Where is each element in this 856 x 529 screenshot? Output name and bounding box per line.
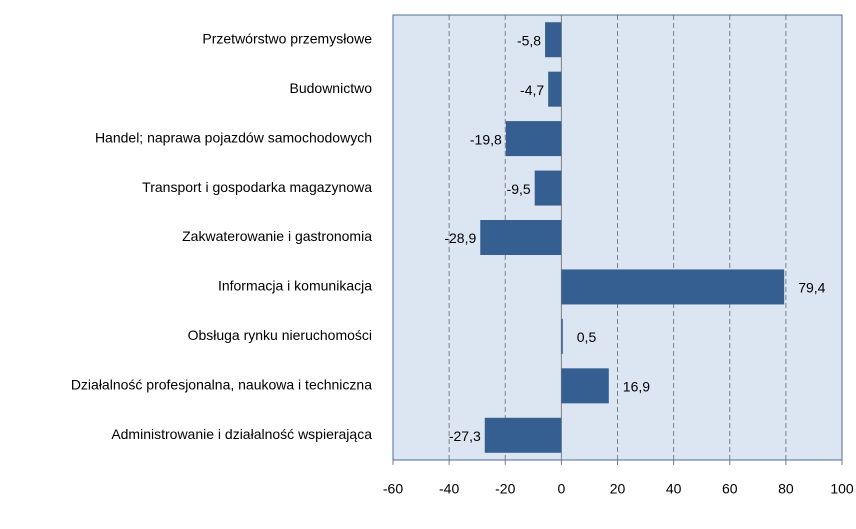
y-tick-label: Administrowanie i działalność wspierając…: [111, 426, 372, 442]
x-tick-label: 60: [722, 481, 738, 497]
bar: [561, 318, 563, 354]
data-label: -5,8: [517, 32, 541, 48]
y-tick-label: Transport i gospodarka magazynowa: [142, 179, 372, 195]
x-tick-label: -40: [439, 481, 459, 497]
bar: [548, 71, 562, 107]
y-tick-label: Informacja i komunikacja: [218, 278, 372, 294]
bar: [480, 220, 562, 255]
bar: [484, 417, 562, 453]
plot-border: [392, 14, 843, 461]
x-tick-label: 100: [830, 481, 854, 497]
y-tick-label: Budownictwo: [290, 80, 373, 96]
y-tick-label: Handel; naprawa pojazdów samochodowych: [95, 129, 372, 145]
x-tick-label: 20: [610, 481, 626, 497]
x-tick-label: -60: [383, 481, 403, 497]
x-tick-label: 80: [778, 481, 794, 497]
y-tick-label: Zakwaterowanie i gastronomia: [182, 228, 372, 244]
bar: [505, 121, 562, 157]
bar: [545, 22, 562, 58]
data-label: 79,4: [798, 280, 825, 296]
y-tick-label: Działalność profesjonalna, naukowa i tec…: [71, 377, 372, 393]
x-tick-label: -20: [495, 481, 515, 497]
y-tick-label: Obsługa rynku nieruchomości: [188, 327, 372, 343]
bar: [561, 269, 785, 305]
data-label: -19,8: [470, 131, 502, 147]
x-tick-label: 40: [666, 481, 682, 497]
x-tick-label: 0: [557, 481, 565, 497]
data-label: -9,5: [507, 181, 531, 197]
data-label: -27,3: [449, 428, 481, 444]
y-tick-label: Przetwórstwo przemysłowe: [202, 30, 372, 46]
data-label: -28,9: [444, 230, 476, 246]
bar: [534, 170, 562, 206]
data-label: 16,9: [623, 379, 650, 395]
bar: [561, 368, 609, 404]
data-label: -4,7: [520, 82, 544, 98]
data-label: 0,5: [577, 329, 597, 345]
